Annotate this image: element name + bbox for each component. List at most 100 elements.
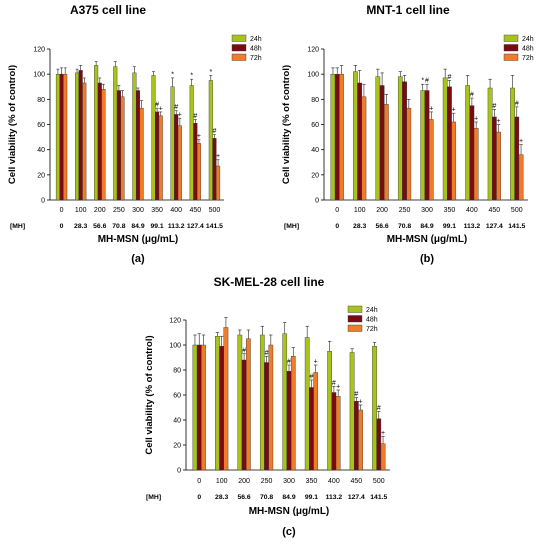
mh-value-label: 127.4	[486, 223, 503, 230]
x-tick-label: 300	[132, 207, 144, 214]
x-tick-label: 200	[376, 207, 388, 214]
x-tick-label: 350	[306, 478, 318, 485]
bar	[241, 359, 247, 471]
x-tick-label: 250	[261, 478, 273, 485]
bar	[376, 418, 382, 471]
panel-label: (b)	[420, 253, 434, 265]
legend: 24h 48h 72h	[231, 34, 262, 62]
bar	[330, 73, 336, 201]
bar	[216, 165, 221, 201]
bar	[196, 344, 202, 471]
significance-mark: +	[159, 105, 163, 112]
bar	[361, 96, 367, 201]
x-axis-label: MH-MSN (μg/mL)	[98, 234, 179, 245]
mh-value-label: 56.6	[237, 494, 250, 501]
legend: 24h 48h 72h	[347, 305, 378, 333]
chart-title: SK-MEL-28 cell line	[214, 275, 325, 289]
significance-mark: *	[171, 71, 174, 78]
x-tick-label: 0	[335, 207, 339, 214]
y-tick-label: 0	[177, 468, 181, 475]
y-tick-label: 80	[173, 368, 181, 375]
x-tick-label: 450	[189, 207, 201, 214]
significance-mark: #	[287, 359, 291, 366]
legend-label: 48h	[522, 46, 534, 53]
bar	[264, 362, 269, 471]
bar	[334, 73, 340, 201]
y-axis-label: Cell viability (% of control)	[281, 65, 292, 184]
significance-mark: +	[197, 133, 201, 140]
x-tick-label: 350	[151, 207, 163, 214]
bar	[309, 387, 314, 471]
mh-value-label: 70.8	[398, 223, 411, 230]
bar	[132, 72, 137, 201]
bar	[174, 114, 179, 201]
mh-row-label: [MH]	[146, 494, 161, 501]
bar	[113, 66, 118, 201]
x-tick-label: 500	[373, 478, 385, 485]
panel-label: (a)	[131, 253, 145, 265]
mh-value-label: 70.8	[260, 494, 273, 501]
legend-label: 48h	[250, 46, 262, 53]
significance-mark: #	[354, 391, 358, 398]
y-tick-label: 40	[37, 147, 45, 154]
x-tick-label: 100	[354, 207, 366, 214]
x-tick-label: 400	[328, 478, 340, 485]
significance-mark: +	[474, 115, 478, 122]
significance-mark: *	[421, 78, 424, 85]
bar	[223, 327, 229, 471]
legend-label: 24h	[366, 307, 378, 314]
significance-mark: +	[429, 105, 433, 112]
y-tick-label: 60	[311, 122, 319, 129]
legend-label: 48h	[366, 317, 378, 324]
bar	[158, 115, 163, 201]
x-tick-label: 350	[444, 207, 456, 214]
x-axis-label: MH-MSN (μg/mL)	[387, 234, 468, 245]
mh-value-label: 99.1	[305, 494, 318, 501]
x-tick-label: 200	[94, 207, 106, 214]
y-tick-label: 20	[37, 172, 45, 179]
bar	[492, 116, 497, 201]
significance-mark: #	[174, 104, 178, 111]
x-tick-label: 100	[216, 478, 228, 485]
legend-swatch	[503, 44, 519, 52]
x-tick-label: 250	[113, 207, 125, 214]
mh-value-label: 113.2	[168, 223, 185, 230]
x-tick-label: 400	[170, 207, 182, 214]
bar	[447, 86, 452, 201]
bar	[212, 138, 217, 201]
legend-label: 24h	[522, 36, 534, 43]
y-tick-label: 0	[41, 198, 45, 205]
legend-label: 72h	[522, 55, 534, 62]
y-tick-label: 120	[307, 47, 319, 54]
mh-value-label: 99.1	[150, 223, 163, 230]
y-tick-label: 120	[33, 47, 45, 54]
x-tick-label: 500	[209, 207, 221, 214]
mh-value-label: 0	[197, 494, 201, 501]
bar	[246, 338, 251, 471]
significance-mark: +	[178, 112, 182, 119]
bar	[120, 96, 125, 201]
bar	[473, 128, 479, 201]
significance-mark: #	[492, 103, 496, 110]
bar	[196, 143, 201, 201]
bar	[331, 392, 337, 471]
mh-value-label: 127.4	[348, 494, 365, 501]
x-tick-label: 500	[511, 207, 523, 214]
x-tick-label: 250	[399, 207, 411, 214]
significance-mark: #	[377, 405, 381, 412]
bar	[59, 73, 64, 201]
bar	[353, 71, 358, 201]
bar	[286, 371, 292, 471]
bar	[101, 89, 106, 201]
bar	[327, 351, 332, 471]
y-axis-label: Cell viability (% of control)	[7, 65, 18, 184]
legend-swatch	[231, 44, 247, 52]
x-tick-label: 100	[75, 207, 87, 214]
bar	[442, 77, 448, 201]
mh-value-label: 28.3	[215, 494, 228, 501]
x-tick-label: 300	[283, 478, 295, 485]
y-axis-label: Cell viability (% of control)	[144, 335, 155, 454]
legend-swatch	[347, 324, 363, 332]
mh-value-label: 0	[60, 223, 64, 230]
chart-title: A375 cell line	[70, 3, 146, 17]
